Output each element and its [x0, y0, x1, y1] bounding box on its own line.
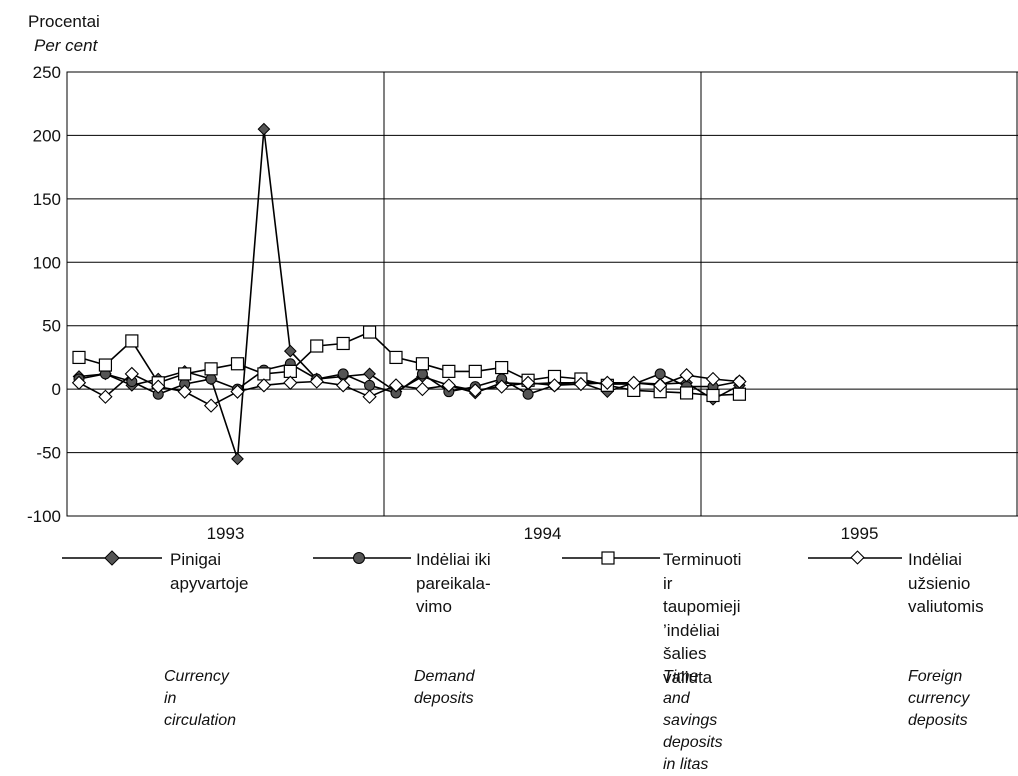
series-1-point — [416, 368, 428, 380]
y-tick-label: 150 — [33, 190, 61, 209]
legend-label-time-savings-en: Time and savings deposits in litas — [663, 668, 723, 773]
series-2-point — [495, 360, 509, 375]
legend-label-foreign-en: Foreign currency deposits — [908, 668, 970, 729]
legend-label-time-savings: Terminuoti ir taupomieji ’indėliai šalie… — [663, 550, 742, 687]
series-3-point — [415, 382, 430, 397]
series-1-point — [337, 368, 349, 380]
series-3-point — [336, 378, 351, 393]
series-1-point — [522, 388, 534, 400]
series-3-point — [71, 375, 87, 390]
legend-label-currency: Pinigai apyvartoje — [170, 550, 249, 593]
series-3-point — [626, 375, 641, 390]
series-3-point — [520, 375, 536, 390]
x-year-label: 1995 — [841, 524, 879, 540]
y-tick-label: 50 — [42, 317, 61, 336]
series-1-point — [654, 368, 666, 380]
legend-label-foreign: Indėliai užsienio valiutomis — [908, 550, 984, 616]
y-axis-title-en: Per cent — [34, 36, 98, 55]
y-tick-label: -50 — [36, 444, 61, 463]
series-3-point — [309, 374, 324, 389]
series-0-point — [231, 452, 244, 466]
series-3-point — [388, 378, 404, 393]
series-3-point — [732, 374, 747, 389]
legend-swatch-time-savings — [562, 551, 660, 565]
y-tick-label: 200 — [33, 126, 61, 145]
series-2-point — [310, 339, 324, 353]
series-3-point — [256, 378, 272, 393]
series-3-point — [679, 368, 694, 383]
y-axis-title-lt: Procentai — [28, 12, 100, 31]
y-axis-ticks: 250 200 150 100 50 0 -50 -100 — [27, 63, 61, 526]
series-lines — [78, 129, 740, 460]
legend-swatch-currency — [62, 550, 162, 566]
legend-label-demand: Indėliai iki pareikala- vimo — [416, 550, 491, 616]
series-2-point — [98, 358, 113, 372]
series-3-point — [705, 371, 721, 387]
x-axis-labels: 1993 1994 1995 — [207, 524, 879, 540]
legend-label-currency-en: Currency in circulation — [164, 668, 237, 729]
x-year-label: 1994 — [524, 524, 562, 540]
series-3-point — [98, 389, 113, 404]
series-2-point — [283, 364, 297, 378]
series-1-point — [205, 373, 217, 385]
series-0-point — [283, 344, 297, 358]
chart-plot: 250 200 150 100 50 0 -50 -100 1993 1994 1995 — [27, 63, 1018, 540]
series-2-point — [732, 387, 747, 401]
series-3-point — [600, 375, 615, 390]
grid-lines — [66, 71, 1018, 517]
y-tick-label: -100 — [27, 507, 61, 526]
series-2-point — [125, 334, 139, 348]
series-2-point — [336, 336, 350, 351]
series-markers — [71, 122, 747, 466]
series-2-point — [706, 388, 720, 403]
series-2-point — [204, 362, 218, 376]
series-3-point — [494, 379, 509, 394]
series-3-point — [441, 378, 456, 393]
series-3-point — [468, 383, 483, 398]
series-3-point — [283, 375, 298, 390]
legend-swatch-foreign — [808, 550, 902, 565]
series-2-point — [415, 357, 430, 371]
series-3-point — [547, 378, 562, 393]
y-tick-label: 0 — [52, 380, 61, 399]
series-2-point — [178, 367, 192, 381]
series-2-point — [362, 325, 377, 339]
x-year-label: 1993 — [207, 524, 245, 540]
series-2-point — [442, 364, 456, 378]
series-1-point — [364, 379, 376, 391]
series-2-point — [72, 350, 86, 365]
series-2-point — [468, 364, 482, 378]
y-tick-label: 250 — [33, 63, 61, 82]
series-2-point — [257, 367, 271, 381]
series-3-point — [573, 376, 589, 392]
legend-label-demand-en: Demand deposits — [414, 668, 475, 707]
series-3-point — [124, 366, 139, 382]
series-3-point — [151, 379, 166, 394]
series-2-point — [230, 357, 245, 371]
y-tick-label: 100 — [33, 253, 61, 272]
series-line-0 — [78, 129, 740, 460]
series-3-point — [653, 378, 668, 393]
series-0-point — [363, 367, 376, 381]
series-2-point — [679, 386, 694, 400]
plot-frame — [66, 71, 1018, 517]
series-0-point — [257, 122, 271, 136]
series-3-point — [230, 384, 245, 399]
series-3-point — [203, 398, 219, 413]
series-2-point — [389, 350, 403, 365]
series-3-point — [362, 389, 377, 404]
series-3-point — [177, 384, 192, 399]
legend-swatch-demand — [313, 552, 411, 564]
